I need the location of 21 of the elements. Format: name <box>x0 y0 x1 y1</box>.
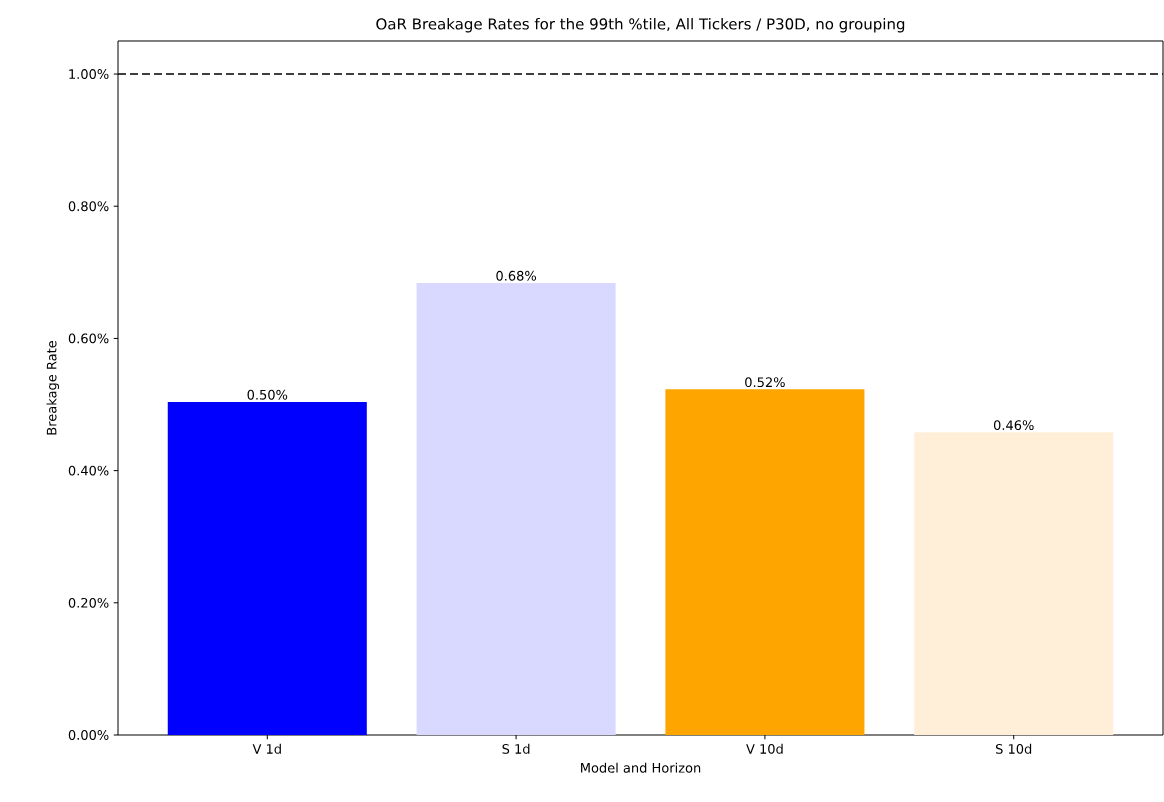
bar <box>665 389 865 735</box>
x-axis-title: Model and Horizon <box>581 762 701 773</box>
y-tick-label: 0.60% <box>68 333 109 344</box>
data-label: 0.46% <box>993 420 1034 431</box>
x-tick-label: S 10d <box>995 743 1032 754</box>
y-axis-title: Breakage Rate <box>46 340 60 435</box>
x-tick-label: V 10d <box>746 743 783 754</box>
y-tick-label: 0.40% <box>68 465 109 476</box>
x-tick-label: S 1d <box>502 743 530 754</box>
chart-title: OaR Breakage Rates for the 99th %tile, All Tickers / P30D, no grouping <box>376 17 905 33</box>
bar <box>914 432 1114 735</box>
data-label: 0.68% <box>496 270 537 281</box>
y-tick-label: 0.20% <box>68 597 109 608</box>
y-tick-label: 1.00% <box>69 69 109 79</box>
y-tick-label: 0.80% <box>68 201 109 212</box>
data-label: 0.52% <box>745 377 785 388</box>
bar <box>416 282 616 735</box>
bar <box>167 401 367 735</box>
data-label: 0.50% <box>247 389 288 400</box>
y-tick-label: 0.00% <box>68 730 109 740</box>
x-tick-label: V 1d <box>252 743 281 754</box>
